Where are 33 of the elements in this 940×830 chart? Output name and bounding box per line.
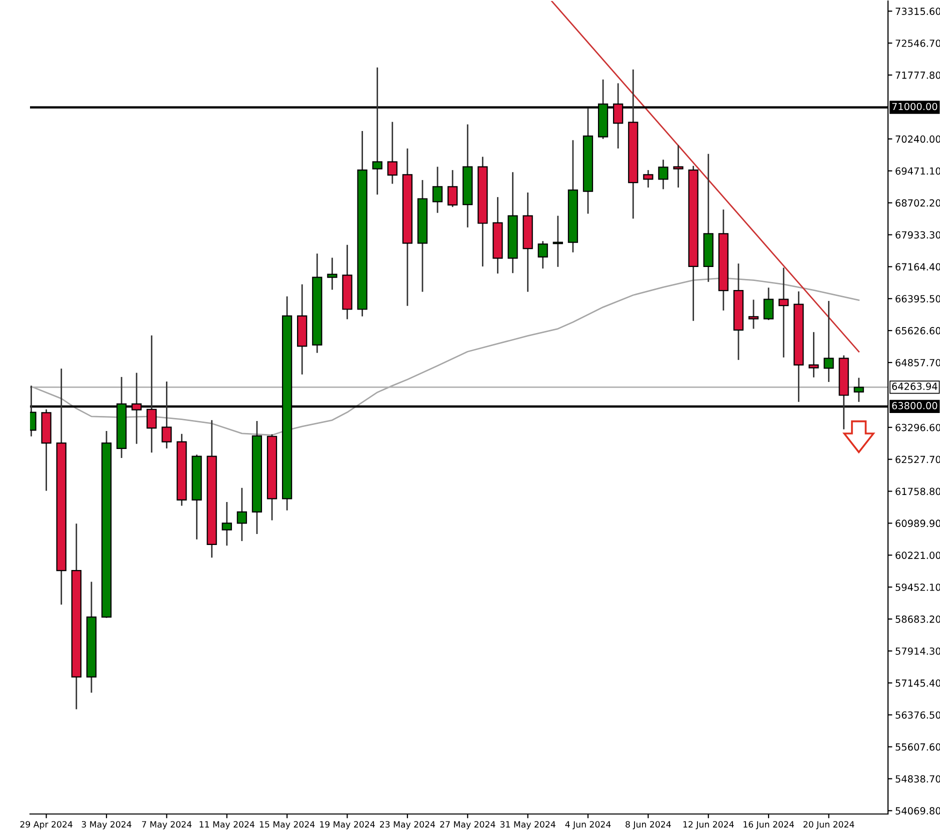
candlestick xyxy=(763,286,774,321)
candlestick xyxy=(222,501,232,546)
candlestick xyxy=(448,169,458,208)
candlestick xyxy=(643,169,654,188)
candlestick xyxy=(432,166,443,214)
ref-line-label: 71000.00 xyxy=(892,102,938,110)
candlestick xyxy=(538,240,548,270)
x-tick-label: 19 May 2024 xyxy=(320,821,375,830)
candlestick xyxy=(808,331,819,378)
x-tick-label: 29 Apr 2024 xyxy=(20,821,72,830)
candlestick xyxy=(778,267,789,358)
x-tick-label: 27 May 2024 xyxy=(440,821,496,830)
x-tick-label: 8 Jun 2024 xyxy=(626,821,671,830)
candlestick xyxy=(824,300,834,383)
x-tick-label: 3 May 2024 xyxy=(82,821,132,830)
candlestick xyxy=(658,159,668,190)
x-tick-label: 31 May 2024 xyxy=(500,821,556,830)
candlestick xyxy=(748,299,759,330)
x-tick-label: 20 Jun 2024 xyxy=(803,821,854,830)
x-tick-label: 4 Jun 2024 xyxy=(565,821,611,830)
x-tick-label: 7 May 2024 xyxy=(142,821,192,830)
x-tick-label: 12 Jun 2024 xyxy=(683,821,734,830)
ref-line-label: 63800.00 xyxy=(892,402,938,410)
candlestick xyxy=(387,121,398,184)
x-tick-label: 11 May 2024 xyxy=(200,821,254,830)
x-tick-label: 15 May 2024 xyxy=(260,821,315,830)
x-tick-label: 16 Jun 2024 xyxy=(744,821,794,830)
candlestick xyxy=(327,257,338,290)
ref-line-label: 64263.94 xyxy=(892,382,938,390)
candlestick xyxy=(673,144,684,188)
candlestick xyxy=(236,487,247,542)
candlestick xyxy=(854,377,864,403)
x-tick-label: 23 May 2024 xyxy=(380,821,436,830)
